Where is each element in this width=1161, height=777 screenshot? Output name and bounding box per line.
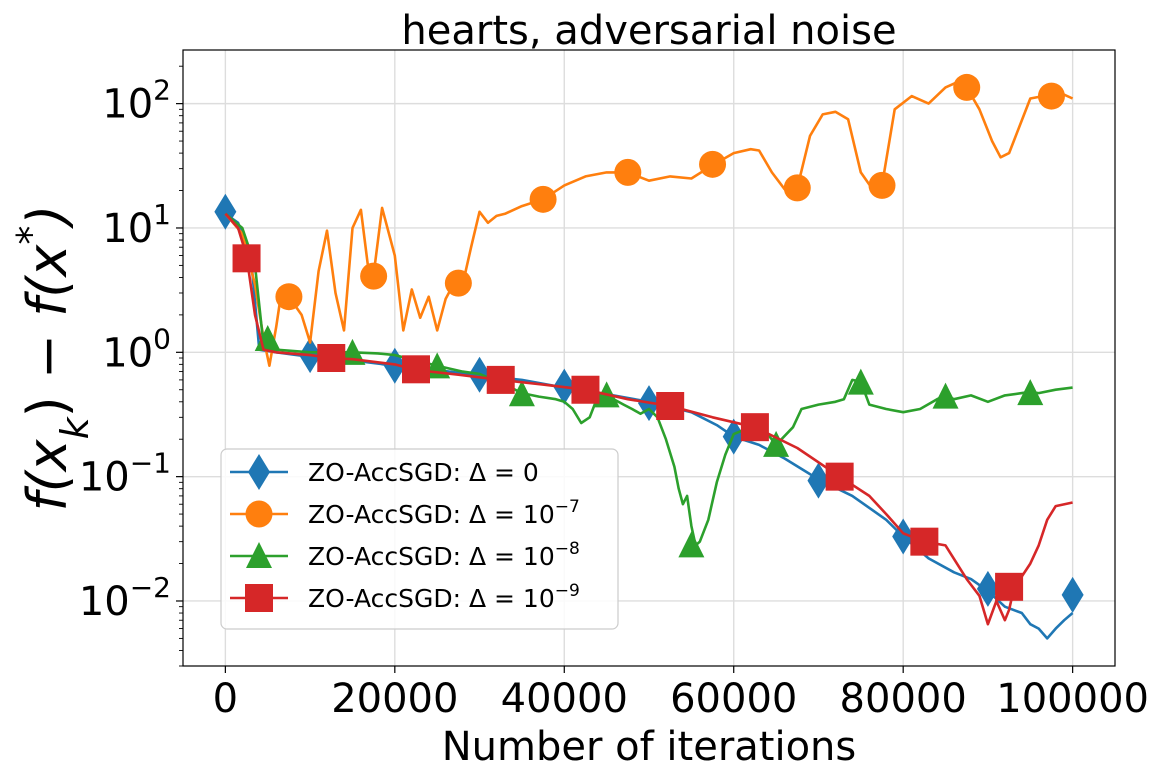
series-marker (317, 344, 346, 372)
legend-marker (246, 542, 272, 568)
series-line (224, 212, 1073, 547)
y-tick-label: 10−1 (79, 447, 171, 501)
x-tick-label: 100000 (996, 676, 1149, 722)
series-marker (932, 382, 959, 409)
legend-marker (245, 500, 273, 528)
series-marker (232, 244, 261, 273)
plot-series (214, 73, 1084, 640)
series-marker (976, 570, 999, 607)
series-marker (740, 413, 769, 442)
series-4 (224, 212, 1073, 626)
series-marker (571, 375, 600, 404)
series-marker (444, 269, 472, 297)
legend-label: ZO-AccSGD: Δ = 0 (308, 458, 539, 487)
series-marker (763, 430, 790, 457)
x-tick-label: 80000 (840, 676, 967, 722)
legend-label: ZO-AccSGD: Δ = 10−8 (308, 539, 580, 571)
x-tick-label: 60000 (670, 676, 797, 722)
series-marker (508, 380, 535, 407)
series-marker (953, 73, 981, 101)
series-marker (910, 527, 939, 556)
series-marker (825, 462, 854, 491)
legend-label: ZO-AccSGD: Δ = 10−9 (308, 581, 580, 613)
axis-ticks: 0 20000 40000 60000 80000 100000 10−2 10−1 100 10… (79, 65, 1149, 722)
y-tick-label: 10−2 (79, 571, 171, 625)
y-tick-label: 101 (102, 198, 171, 252)
x-tick-label: 0 (213, 676, 238, 722)
series-marker (614, 158, 642, 186)
plot-frame (182, 49, 1116, 667)
legend-box (220, 448, 619, 630)
series-2 (224, 73, 1074, 367)
series-marker (847, 368, 874, 395)
y-tick-label: 102 (102, 74, 171, 128)
series-marker (402, 355, 430, 384)
series-marker (678, 531, 705, 558)
series-marker (1037, 82, 1065, 110)
x-tick-label: 20000 (331, 676, 458, 722)
series-marker (656, 391, 685, 420)
series-line (224, 80, 1074, 367)
legend: ZO-AccSGD: Δ = 0 ZO-AccSGD: Δ = 10−7 ZO-Ac… (220, 448, 619, 630)
legend-marker (248, 454, 270, 490)
chart-title: hearts, adversarial noise (401, 8, 896, 54)
x-tick-label: 40000 (501, 676, 628, 722)
series-marker (360, 262, 388, 290)
series-marker (486, 365, 515, 394)
series-marker (1061, 576, 1084, 613)
series-3 (224, 212, 1073, 558)
y-tick-label: 100 (102, 322, 171, 376)
series-marker (783, 174, 811, 202)
series-marker (807, 462, 830, 499)
series-marker (1017, 379, 1044, 406)
x-axis-label: Number of iterations (442, 724, 857, 770)
series-marker (275, 283, 303, 311)
series-marker (868, 171, 896, 199)
legend-marker (245, 584, 273, 612)
series-marker (529, 185, 557, 213)
legend-label: ZO-AccSGD: Δ = 10−7 (308, 497, 580, 529)
y-axis-label: f(xk) − f(x*) (9, 205, 97, 512)
series-marker (995, 572, 1024, 601)
series-marker (699, 150, 727, 178)
